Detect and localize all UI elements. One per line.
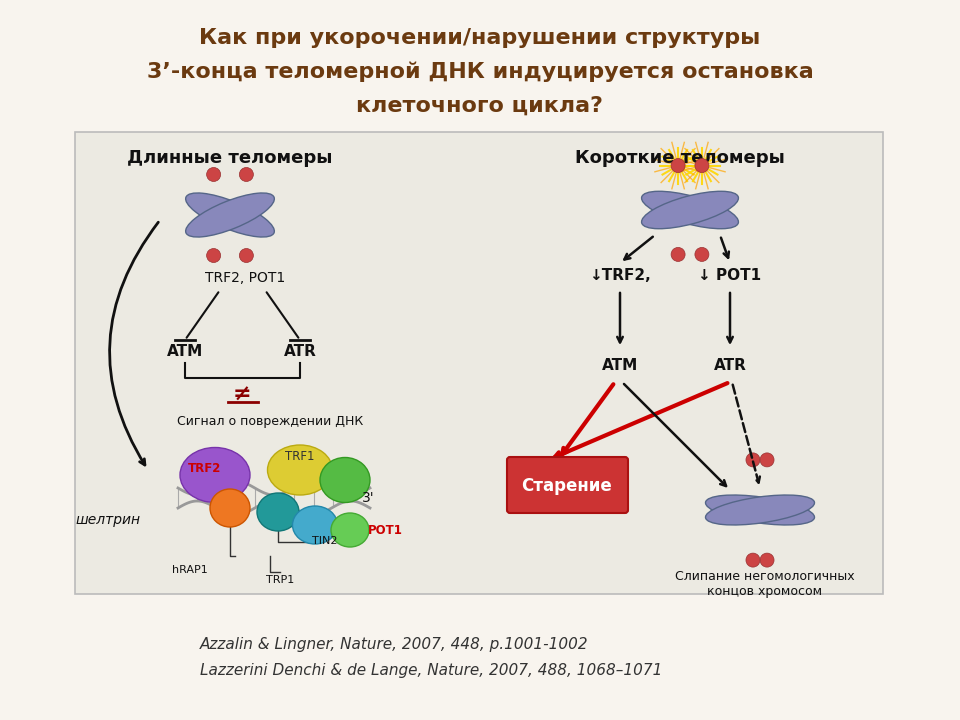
Ellipse shape	[671, 248, 685, 261]
Text: Как при укорочении/нарушении структуры: Как при укорочении/нарушении структуры	[200, 28, 760, 48]
Text: Слипание негомологичных
концов хромосом: Слипание негомологичных концов хромосом	[675, 570, 854, 598]
Ellipse shape	[760, 553, 774, 567]
Ellipse shape	[257, 493, 299, 531]
Text: Сигнал о повреждении ДНК: Сигнал о повреждении ДНК	[177, 415, 363, 428]
Text: TRP1: TRP1	[266, 575, 294, 585]
Text: Старение: Старение	[521, 477, 612, 495]
Ellipse shape	[180, 448, 250, 503]
Text: 3': 3'	[362, 491, 374, 505]
Ellipse shape	[695, 248, 708, 261]
Text: Azzalin & Lingner, Nature, 2007, 448, p.1001-1002: Azzalin & Lingner, Nature, 2007, 448, p.…	[200, 637, 588, 652]
Ellipse shape	[185, 193, 275, 237]
Ellipse shape	[239, 168, 253, 181]
Ellipse shape	[293, 506, 338, 544]
FancyBboxPatch shape	[75, 132, 883, 594]
Ellipse shape	[695, 158, 708, 173]
Ellipse shape	[641, 192, 738, 229]
Text: ≠: ≠	[232, 385, 252, 405]
Ellipse shape	[185, 193, 275, 237]
Ellipse shape	[210, 489, 250, 527]
Ellipse shape	[641, 192, 738, 229]
Text: POT1: POT1	[368, 523, 403, 536]
Text: Короткие теломеры: Короткие теломеры	[575, 149, 785, 167]
Text: TRF2: TRF2	[188, 462, 222, 474]
Text: Lazzerini Denchi & de Lange, Nature, 2007, 488, 1068–1071: Lazzerini Denchi & de Lange, Nature, 200…	[200, 662, 662, 678]
Ellipse shape	[206, 248, 221, 263]
Text: ATR: ATR	[713, 358, 747, 372]
Text: Длинные теломеры: Длинные теломеры	[128, 149, 333, 167]
Text: hRAP1: hRAP1	[172, 565, 208, 575]
Ellipse shape	[760, 453, 774, 467]
Text: ↓TRF2,: ↓TRF2,	[589, 268, 651, 282]
Text: клеточного цикла?: клеточного цикла?	[356, 96, 604, 116]
Text: 3’-конца теломерной ДНК индуцируется остановка: 3’-конца теломерной ДНК индуцируется ост…	[147, 62, 813, 82]
Text: TRF1: TRF1	[285, 449, 315, 462]
Ellipse shape	[746, 453, 760, 467]
FancyBboxPatch shape	[507, 457, 628, 513]
Ellipse shape	[320, 457, 370, 503]
Text: ATR: ATR	[283, 344, 317, 359]
Text: ATM: ATM	[602, 358, 638, 372]
Ellipse shape	[239, 248, 253, 263]
Ellipse shape	[706, 495, 814, 525]
Text: шелтрин: шелтрин	[76, 513, 140, 527]
Ellipse shape	[706, 495, 814, 525]
Ellipse shape	[746, 553, 760, 567]
Ellipse shape	[331, 513, 369, 547]
Ellipse shape	[206, 168, 221, 181]
Text: TRF2, POT1: TRF2, POT1	[204, 271, 285, 285]
Text: ATM: ATM	[167, 344, 204, 359]
Text: TIN2: TIN2	[312, 536, 338, 546]
Text: ↓ POT1: ↓ POT1	[699, 268, 761, 282]
Ellipse shape	[671, 158, 685, 173]
Ellipse shape	[268, 445, 332, 495]
